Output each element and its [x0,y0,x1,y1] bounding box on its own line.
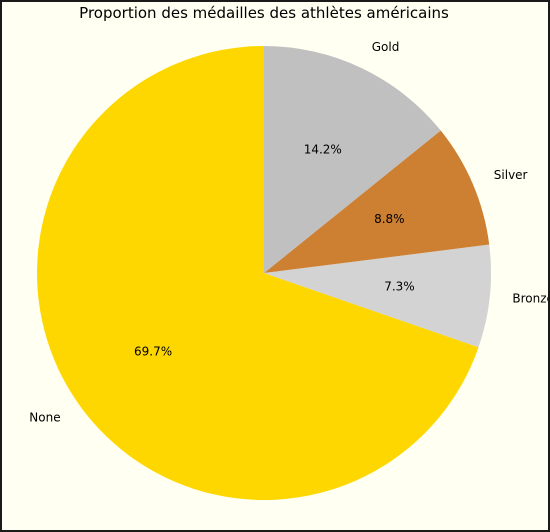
pie-label-gold: Gold [372,40,400,54]
chart-title: Proportion des médailles des athlètes am… [79,4,449,22]
pie-percent-none: 69.7% [134,345,172,359]
pie-percent-bronze: 7.3% [384,280,415,294]
pie-percent-gold: 14.2% [304,143,342,157]
pie-label-bronze: Bronze [512,291,550,305]
pie-label-none: None [29,410,60,424]
pie-percent-silver: 8.8% [374,212,405,226]
pie-slices [37,46,491,500]
pie-label-silver: Silver [494,168,528,182]
